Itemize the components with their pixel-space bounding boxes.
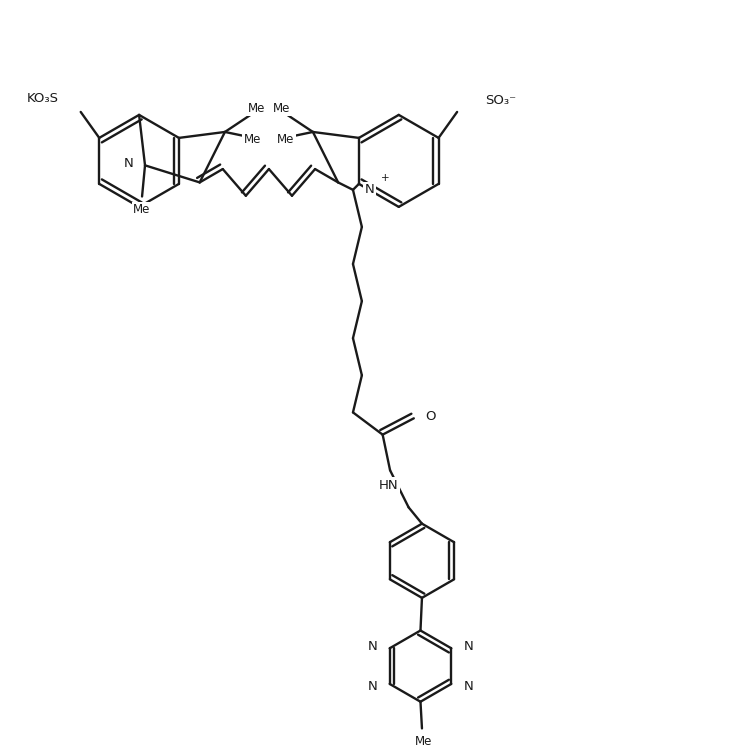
Text: N: N (464, 640, 474, 652)
Text: SO₃⁻: SO₃⁻ (485, 94, 517, 106)
Text: Me: Me (272, 102, 290, 115)
Text: N: N (364, 183, 374, 196)
Text: Me: Me (248, 102, 266, 115)
Text: Me: Me (244, 133, 261, 146)
Text: Me: Me (277, 133, 294, 146)
Text: +: + (381, 173, 390, 183)
Text: HN: HN (379, 478, 398, 491)
Text: KO₃S: KO₃S (26, 92, 58, 105)
Text: N: N (464, 680, 474, 693)
Text: N: N (368, 680, 377, 693)
Text: N: N (368, 640, 377, 652)
Text: O: O (426, 410, 436, 423)
Text: Me: Me (415, 735, 432, 748)
Text: Me: Me (134, 203, 151, 216)
Text: N: N (124, 158, 134, 170)
